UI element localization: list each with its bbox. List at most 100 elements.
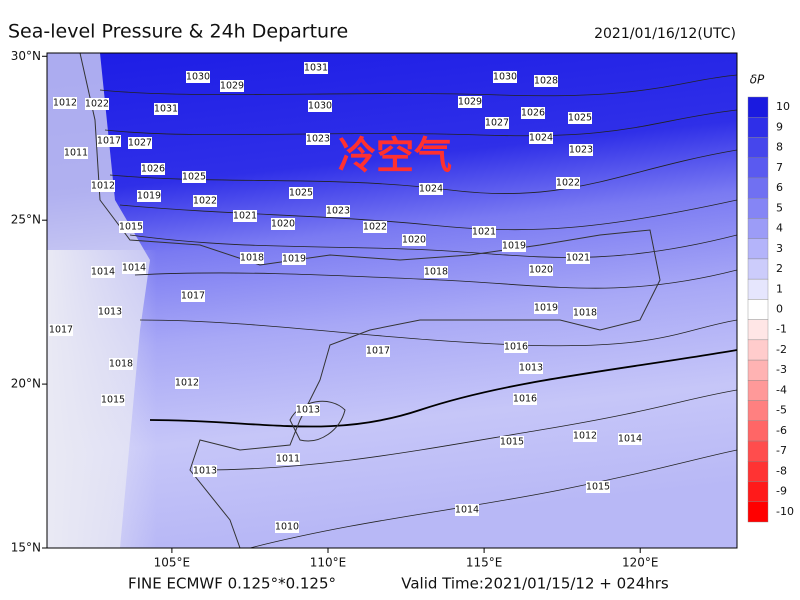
colorbar-label: -1 <box>776 323 787 336</box>
pressure-field <box>47 53 737 548</box>
isobar-label-box <box>122 262 146 274</box>
colorbar-swatch <box>747 359 769 381</box>
isobar-label-box <box>304 62 328 74</box>
colorbar-label: 8 <box>776 141 783 154</box>
isobar-label: 1019 <box>137 191 161 202</box>
isobar-label-box <box>49 324 73 336</box>
isobar-label: 1025 <box>289 188 313 199</box>
isobar-label-box <box>91 180 115 192</box>
isobar-label-box <box>193 195 217 207</box>
isobar-label-box <box>97 135 121 147</box>
isobar-label: 1026 <box>141 164 165 175</box>
isobar-label-box <box>181 290 205 302</box>
isobar-label-box <box>455 504 479 516</box>
isobar-label-box <box>493 71 517 83</box>
colorbar-swatch <box>747 157 769 179</box>
isobar-label: 1012 <box>53 98 77 109</box>
isobar-label: 1013 <box>519 363 543 374</box>
isobar-label-box <box>419 183 443 195</box>
isobar-label: 1012 <box>175 378 199 389</box>
colorbar-swatch <box>747 117 769 138</box>
isobar-label-box <box>275 521 299 533</box>
isobar-label-box <box>296 404 320 416</box>
isobar-label: 1022 <box>556 178 580 189</box>
colorbar-swatch <box>747 440 769 462</box>
isobar-label-box <box>519 362 543 374</box>
isobar-label-box <box>402 234 426 246</box>
colorbar-swatch <box>747 501 769 523</box>
isobar-label-box <box>500 436 524 448</box>
colorbar-swatch <box>747 177 769 199</box>
coastline <box>79 53 661 548</box>
x-tick-label: 115°E <box>466 556 503 570</box>
colorbar-label: -10 <box>776 505 794 518</box>
isobar-label-box <box>529 264 553 276</box>
colorbar-label: 1 <box>776 282 783 295</box>
map-frame <box>46 52 738 549</box>
isobar-label: 1028 <box>534 76 558 87</box>
isobar-label-box <box>137 190 161 202</box>
colorbar-label: 9 <box>776 120 783 133</box>
isobar-label: 1016 <box>504 342 528 353</box>
isobar-label-box <box>282 253 306 265</box>
isobar-label-box <box>186 71 210 83</box>
isobar-label: 1011 <box>276 454 300 465</box>
colorbar-swatch <box>747 339 769 361</box>
y-tick-label: 15°N <box>11 541 41 555</box>
isobar-label-box <box>175 377 199 389</box>
isobar-label-box <box>573 430 597 442</box>
isobar-label: 1025 <box>568 113 592 124</box>
colorbar-label: 10 <box>776 100 790 113</box>
x-tick-label: 105°E <box>154 556 191 570</box>
colorbar-label: -7 <box>776 444 787 457</box>
isobar-label-box <box>458 96 482 108</box>
valid-time: Valid Time:2021/01/15/12 + 024hrs <box>401 575 669 593</box>
isobar <box>99 74 737 97</box>
isobar-label-box <box>556 177 580 189</box>
isobar-label: 1017 <box>366 346 390 357</box>
isobar-label: 1029 <box>220 81 244 92</box>
isobar <box>199 389 737 471</box>
isobar-label: 1022 <box>193 196 217 207</box>
isobar-label-box <box>289 187 313 199</box>
map-area <box>47 53 737 548</box>
isobar-label-box <box>91 266 115 278</box>
isobar <box>104 109 737 137</box>
isobar <box>129 234 737 258</box>
colorbar-label: 0 <box>776 303 783 316</box>
isobar-label-box <box>534 302 558 314</box>
isobar-label-box <box>193 465 217 477</box>
date: 2021/01/16/12(UTC) <box>594 26 736 42</box>
colorbar-swatch <box>747 420 769 442</box>
isobar-label: 1017 <box>49 325 73 336</box>
isobar-label-box <box>276 453 300 465</box>
isobar <box>134 269 737 289</box>
isobar-label: 1031 <box>154 104 178 115</box>
isobar-label: 1019 <box>502 241 526 252</box>
isobar-label-box <box>566 252 590 264</box>
annotation: 冷空气 <box>338 134 452 178</box>
isobar-label: 1015 <box>119 222 143 233</box>
colorbar-swatch <box>747 258 769 280</box>
colorbar-label: 6 <box>776 181 783 194</box>
colorbar-label: -8 <box>776 464 787 477</box>
isobar-label-box <box>154 103 178 115</box>
isobar-label: 1030 <box>186 72 210 83</box>
isobar-label: 1022 <box>85 99 109 110</box>
title: Sea-level Pressure & 24h Departure <box>8 21 348 43</box>
isobar-label: 1014 <box>91 267 115 278</box>
isobar-label-box <box>64 147 88 159</box>
isobar-label: 1014 <box>122 263 146 274</box>
colorbar-label: 7 <box>776 161 783 174</box>
colorbar-label: -5 <box>776 404 787 417</box>
colorbar-title: δP <box>750 73 765 87</box>
colorbar-swatch <box>747 461 769 482</box>
isobar <box>119 199 737 231</box>
west-field <box>47 53 150 548</box>
y-tick-label: 25°N <box>11 213 41 227</box>
colorbar-label: 2 <box>776 262 783 275</box>
isobar-label: 1021 <box>233 211 257 222</box>
isobar-1015 <box>149 349 737 428</box>
colorbar-label: 5 <box>776 201 783 214</box>
